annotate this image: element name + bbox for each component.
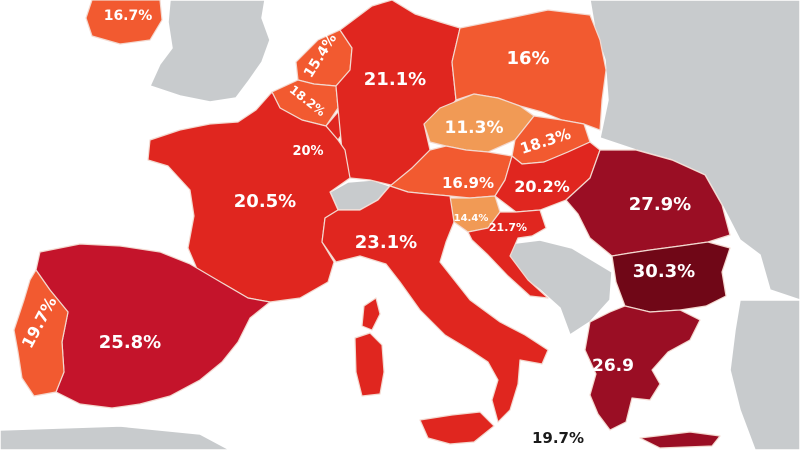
label-slovenia: 14.4% bbox=[454, 213, 489, 224]
label-croatia: 21.7% bbox=[489, 221, 527, 234]
country-italy-sicily bbox=[419, 411, 495, 445]
turkey bbox=[729, 299, 800, 450]
label-austria: 16.9% bbox=[442, 174, 494, 192]
country-greece-crete bbox=[639, 431, 721, 449]
country-greece bbox=[584, 305, 701, 431]
label-spain: 25.8% bbox=[99, 332, 161, 353]
label-hungary: 20.2% bbox=[514, 177, 570, 196]
label-ireland: 16.7% bbox=[104, 8, 153, 24]
label-bulgaria: 30.3% bbox=[633, 261, 695, 282]
great-britain bbox=[149, 0, 271, 103]
north-africa bbox=[0, 425, 231, 450]
label-france: 20.5% bbox=[234, 191, 296, 212]
country-italy-sardinia bbox=[354, 332, 385, 397]
eu-countries bbox=[13, 0, 731, 449]
label-italy: 23.1% bbox=[355, 232, 417, 253]
label-greece: 26.9 bbox=[592, 356, 634, 376]
country-croatia bbox=[467, 209, 549, 299]
label-luxembourg: 20% bbox=[292, 144, 323, 159]
country-ireland bbox=[85, 0, 163, 45]
country-portugal bbox=[13, 269, 69, 397]
label-malta: 19.7% bbox=[532, 429, 584, 447]
country-italy bbox=[321, 185, 549, 423]
country-france-corsica bbox=[361, 297, 381, 331]
label-romania: 27.9% bbox=[629, 194, 691, 215]
label-czechia: 11.3% bbox=[445, 118, 504, 138]
label-germany: 21.1% bbox=[364, 69, 426, 90]
label-poland: 16% bbox=[506, 48, 549, 69]
